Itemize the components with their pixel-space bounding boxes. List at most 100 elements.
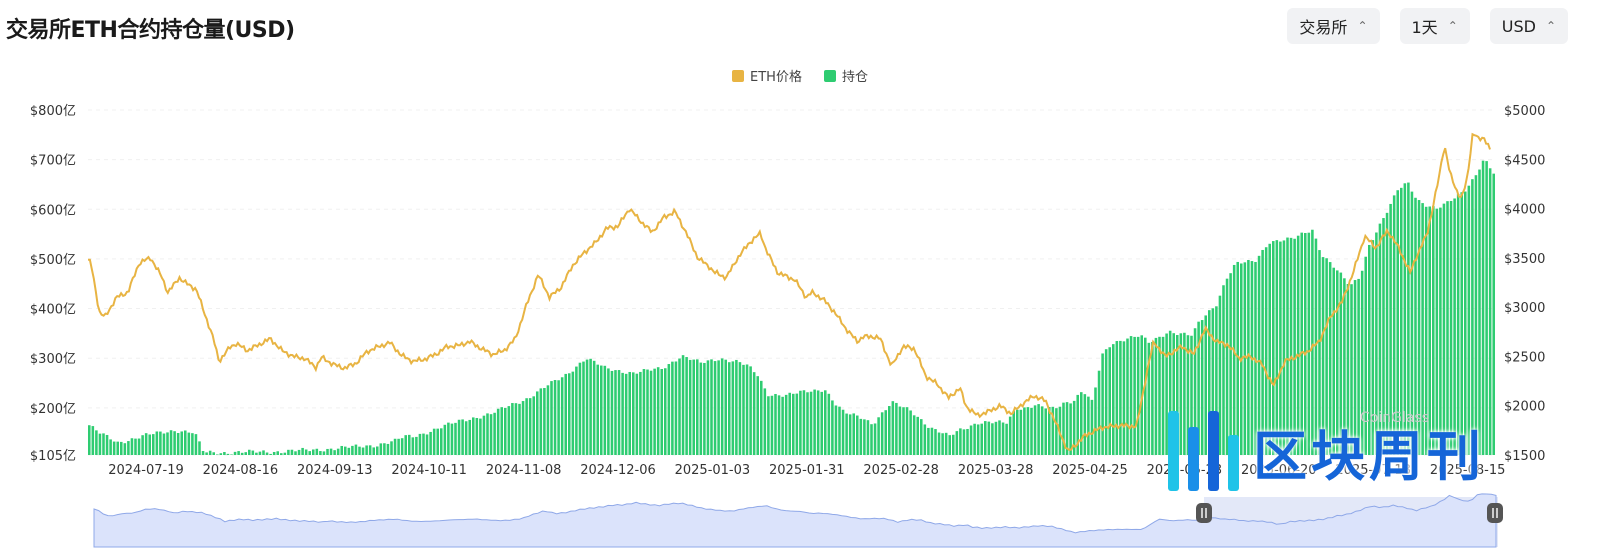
open-interest-bar xyxy=(351,445,354,455)
open-interest-bar xyxy=(1115,341,1119,455)
chart-controls: 交易所 ⌃ 1天 ⌃ USD ⌃ xyxy=(1287,8,1568,44)
open-interest-bar xyxy=(454,422,457,455)
open-interest-bar xyxy=(230,454,233,455)
open-interest-bar xyxy=(1005,423,1008,455)
exchange-select[interactable]: 交易所 ⌃ xyxy=(1287,8,1380,44)
open-interest-bar xyxy=(91,426,95,455)
open-interest-bar xyxy=(1311,229,1314,455)
open-interest-bar xyxy=(578,362,582,455)
open-interest-bar xyxy=(102,433,105,455)
open-interest-bar xyxy=(863,419,866,455)
open-interest-bar xyxy=(784,394,788,455)
left-axis-tick-label: $800亿 xyxy=(30,104,76,119)
open-interest-bar xyxy=(848,414,852,455)
open-interest-bar xyxy=(219,453,223,455)
updown-chevron-icon: ⌃ xyxy=(1357,19,1368,33)
open-interest-bar xyxy=(1296,235,1300,455)
legend-label-open-interest: 持仓 xyxy=(841,70,868,85)
open-interest-bar xyxy=(916,416,919,455)
open-interest-bar xyxy=(120,441,123,455)
open-interest-bar xyxy=(909,410,912,455)
price-line xyxy=(88,132,1491,451)
open-interest-bar xyxy=(930,427,934,455)
open-interest-bar xyxy=(589,358,592,455)
open-interest-bar xyxy=(639,371,642,455)
interval-select[interactable]: 1天 ⌃ xyxy=(1399,8,1470,44)
open-interest-bar xyxy=(802,390,806,455)
navigator-handle-right[interactable] xyxy=(1487,503,1503,523)
legend-swatch-price xyxy=(732,69,745,82)
open-interest-bar xyxy=(1453,198,1456,456)
open-interest-bar xyxy=(671,361,674,455)
open-interest-bar xyxy=(361,447,365,455)
open-interest-bar xyxy=(486,413,489,455)
open-interest-bar xyxy=(1446,201,1449,455)
coinglass-watermark: CoinGlass xyxy=(1360,410,1430,426)
open-interest-bar xyxy=(1204,315,1207,455)
open-interest-bar xyxy=(326,448,329,455)
open-interest-bar xyxy=(1396,190,1399,455)
open-interest-bar xyxy=(582,361,585,455)
open-interest-bar xyxy=(130,438,134,455)
open-interest-bar xyxy=(312,449,315,455)
open-interest-bar xyxy=(496,408,500,455)
open-interest-bar xyxy=(1008,416,1012,455)
open-interest-bar xyxy=(1108,347,1111,455)
open-interest-bar xyxy=(1261,249,1264,455)
open-interest-bar xyxy=(1325,258,1328,455)
open-interest-bar xyxy=(472,417,475,455)
open-interest-bar xyxy=(1410,191,1414,455)
open-interest-bar xyxy=(1232,264,1236,455)
open-interest-bar xyxy=(400,438,404,455)
open-interest-bar xyxy=(1339,272,1343,455)
open-interest-bar xyxy=(1218,295,1222,455)
open-interest-bar xyxy=(212,452,215,455)
open-interest-bar xyxy=(173,431,176,455)
open-interest-bar xyxy=(777,395,781,455)
open-interest-bar xyxy=(1464,191,1467,455)
open-interest-bar xyxy=(688,359,692,455)
currency-select-label: USD xyxy=(1501,16,1536,36)
open-interest-bar xyxy=(998,420,1001,455)
watermark-text: 区块周刊 xyxy=(1253,424,1485,488)
open-interest-bar xyxy=(418,433,422,455)
open-interest-bar xyxy=(681,355,685,455)
open-interest-bar xyxy=(920,419,923,455)
x-axis-tick-label: 2024-10-11 xyxy=(391,463,467,478)
open-interest-bar xyxy=(336,448,340,455)
open-interest-bar xyxy=(720,358,724,455)
open-interest-bar xyxy=(134,438,137,455)
range-navigator[interactable] xyxy=(93,493,1503,548)
open-interest-bar xyxy=(912,415,916,455)
open-interest-bar xyxy=(1190,335,1193,455)
open-interest-bar xyxy=(1471,179,1474,455)
open-interest-bar xyxy=(283,452,287,455)
open-interest-bar xyxy=(749,366,752,455)
open-interest-bar xyxy=(1286,237,1289,455)
open-interest-bar xyxy=(1368,244,1371,455)
watermark-logo-bars-icon xyxy=(1168,411,1239,491)
open-interest-bar xyxy=(251,450,255,455)
open-interest-bar xyxy=(1072,400,1076,455)
x-axis-tick-label: 2024-09-13 xyxy=(297,463,373,478)
open-interest-bar xyxy=(1400,187,1403,455)
left-axis-tick-label: $200亿 xyxy=(30,402,76,417)
open-interest-bar xyxy=(518,403,521,455)
open-interest-bar xyxy=(148,434,151,455)
navigator-handle-left[interactable] xyxy=(1196,503,1212,523)
open-interest-bar xyxy=(489,414,493,455)
legend-item-open-interest[interactable]: 持仓 xyxy=(823,66,868,85)
open-interest-bar xyxy=(1186,335,1190,455)
open-interest-bar xyxy=(194,434,198,455)
open-interest-bar xyxy=(553,380,557,455)
currency-select[interactable]: USD ⌃ xyxy=(1489,8,1568,44)
open-interest-bar xyxy=(308,451,311,455)
x-axis-tick-label: 2025-01-31 xyxy=(769,463,845,478)
open-interest-bar xyxy=(269,453,272,455)
legend-item-price[interactable]: ETH价格 xyxy=(732,66,802,85)
open-interest-bar xyxy=(628,371,631,455)
open-interest-bar xyxy=(272,451,276,455)
open-interest-bar xyxy=(1382,218,1385,455)
open-interest-bar xyxy=(240,452,244,455)
open-interest-bar xyxy=(1229,273,1232,455)
